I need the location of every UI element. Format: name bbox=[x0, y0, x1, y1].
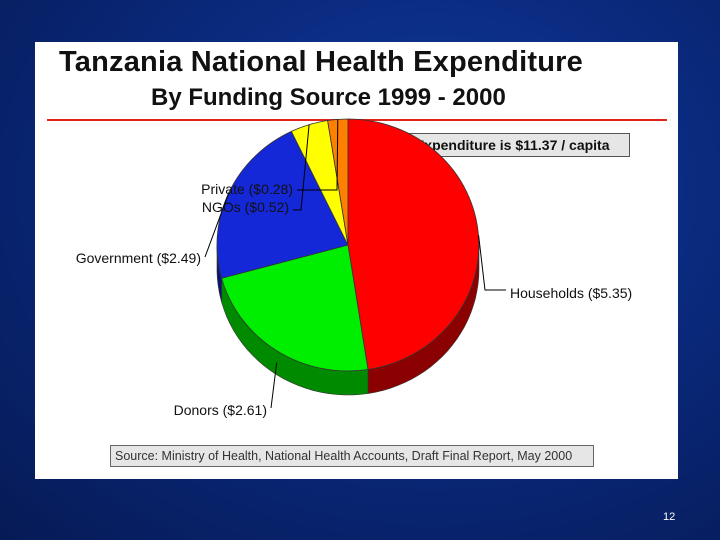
pie-slice-donors bbox=[221, 244, 369, 372]
pie-label-donors: Donors ($2.61) bbox=[174, 402, 267, 418]
chart-title: Tanzania National Health Expenditure bbox=[59, 46, 583, 78]
leader-line-private bbox=[297, 119, 339, 191]
chart-subtitle: By Funding Source 1999 - 2000 bbox=[151, 84, 506, 111]
pie-label-private: Private ($0.28) bbox=[201, 181, 293, 197]
leader-line-households bbox=[478, 235, 506, 291]
pie-slice-private bbox=[327, 118, 349, 246]
leader-line-government bbox=[204, 192, 230, 258]
leader-line-donors bbox=[270, 362, 278, 409]
pie-label-ngos: NGOs ($0.52) bbox=[202, 199, 289, 215]
slide-panel: Tanzania National Health Expenditure By … bbox=[35, 42, 678, 479]
pie-label-households: Households ($5.35) bbox=[510, 285, 632, 301]
pie-chart: Households ($5.35) Donors ($2.61) Governme… bbox=[76, 118, 632, 418]
leader-line-ngos bbox=[293, 124, 310, 211]
source-note: Source: Ministry of Health, National Hea… bbox=[110, 445, 594, 467]
pie-label-government: Government ($2.49) bbox=[76, 250, 201, 266]
page-number: 12 bbox=[663, 511, 676, 523]
